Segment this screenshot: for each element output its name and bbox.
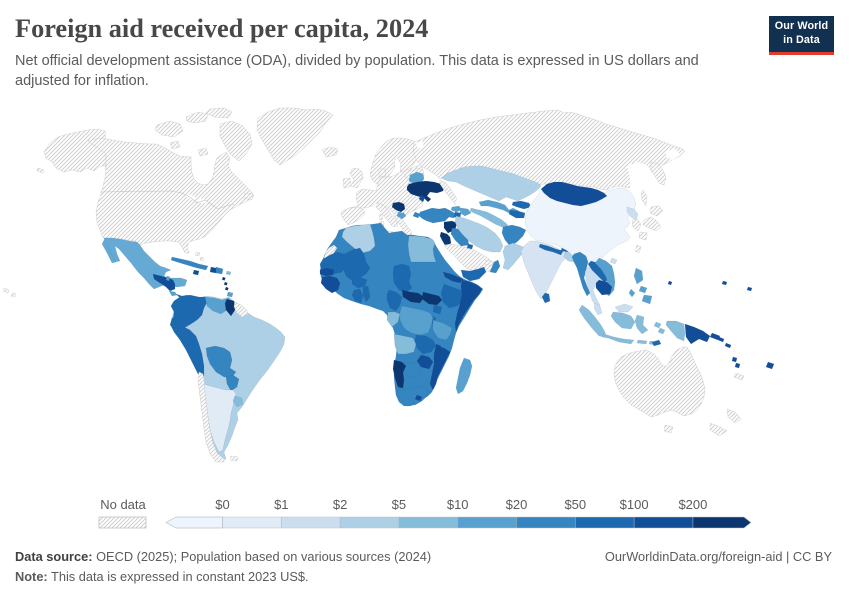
svg-text:$20: $20 [506, 497, 528, 512]
svg-text:$2: $2 [333, 497, 347, 512]
svg-text:$0: $0 [215, 497, 229, 512]
svg-text:$10: $10 [447, 497, 469, 512]
svg-text:No data: No data [100, 497, 146, 512]
svg-text:$50: $50 [564, 497, 586, 512]
svg-text:$1: $1 [274, 497, 288, 512]
svg-text:$200: $200 [678, 497, 707, 512]
svg-text:$100: $100 [620, 497, 649, 512]
svg-text:$5: $5 [392, 497, 406, 512]
